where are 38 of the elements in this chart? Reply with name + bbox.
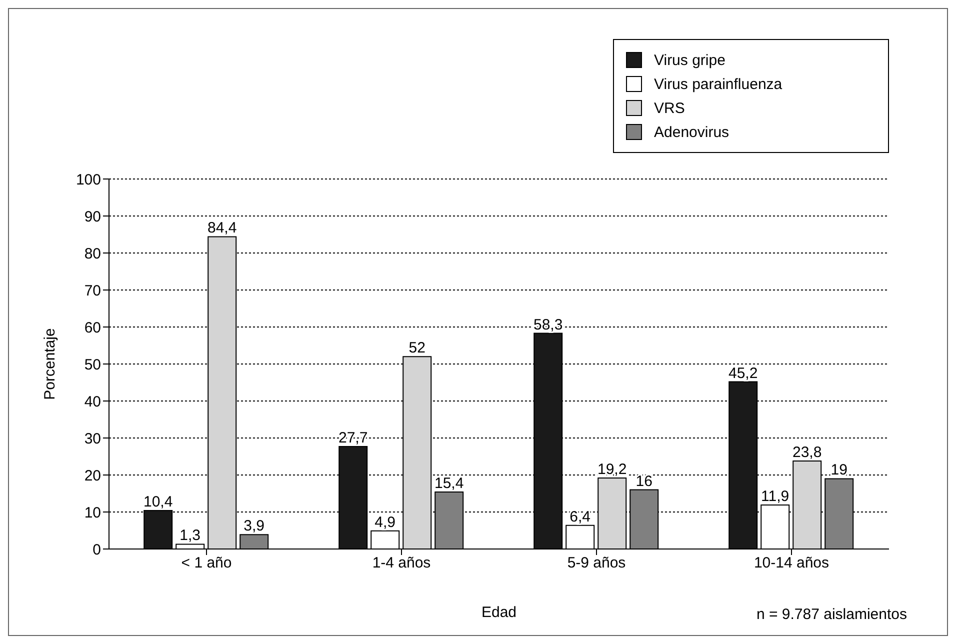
data-label: 52 [408, 340, 426, 357]
data-label: 23,8 [792, 444, 822, 461]
x-tick-label: 1-4 años [372, 554, 431, 572]
y-tick-label: 100 [76, 171, 101, 188]
y-tick-label: 20 [84, 467, 101, 484]
data-label: 19 [830, 462, 848, 479]
data-label: 4,9 [374, 514, 396, 531]
data-label: 16 [636, 472, 652, 490]
data-label: 3,9 [244, 518, 265, 535]
x-axis-title: Edad [481, 604, 517, 621]
data-label: 11,9 [761, 488, 790, 505]
y-tick-label: 50 [84, 356, 101, 374]
legend-label: Virus gripe [654, 52, 726, 68]
legend-label: Virus parainfluenza [654, 76, 782, 92]
data-label: 10,4 [144, 494, 173, 511]
data-label: 1,3 [180, 527, 201, 544]
data-label: 45,2 [728, 364, 758, 382]
legend-label: VRS [654, 100, 685, 116]
y-tick-label: 30 [84, 430, 101, 448]
y-tick-label: 70 [84, 282, 101, 300]
y-tick-label: 40 [84, 393, 101, 410]
data-label: 6,4 [570, 508, 591, 526]
y-tick-label: 90 [84, 208, 101, 226]
data-label: 27,7 [338, 430, 368, 447]
legend-label: Adenovirus [654, 124, 730, 140]
y-axis-title: Porcentaje [41, 328, 58, 400]
y-tick-label: 0 [92, 541, 101, 558]
data-label: 19,2 [598, 460, 627, 478]
y-tick-label: 10 [84, 504, 101, 522]
data-label: 84,4 [208, 220, 237, 237]
text: n = 9.787 aislamientos [756, 606, 907, 623]
x-tick-label: 10-14 años [754, 554, 830, 572]
x-tick-label: 5-9 años [567, 554, 626, 572]
data-label: 15,4 [434, 475, 464, 492]
data-label: 58,3 [534, 316, 563, 334]
y-tick-label: 80 [84, 245, 101, 262]
x-tick-label: < 1 año [181, 554, 232, 572]
y-tick-label: 60 [84, 319, 101, 336]
